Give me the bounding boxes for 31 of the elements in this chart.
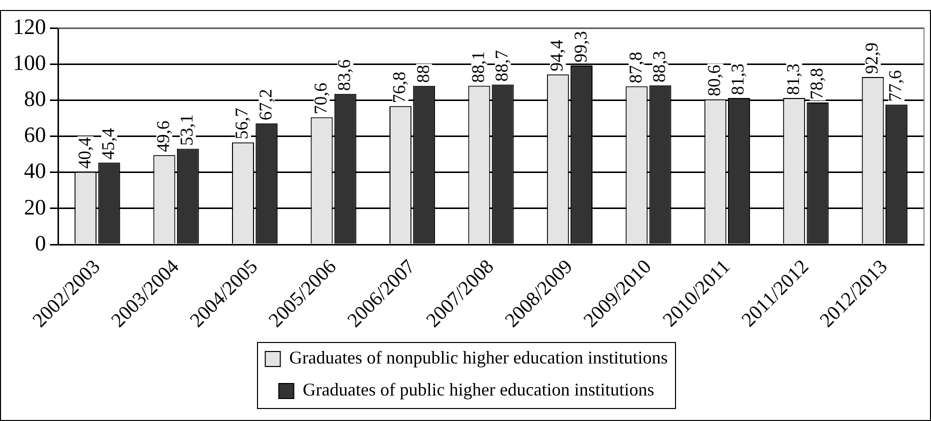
data-label: 88,3 xyxy=(649,50,669,82)
data-label: 76,8 xyxy=(389,72,410,104)
data-label: 70,6 xyxy=(310,82,330,114)
y-tick-label: 0 xyxy=(35,230,46,256)
data-label: 49,6 xyxy=(153,120,174,152)
data-label: 99,3 xyxy=(570,31,590,63)
data-label: 87,8 xyxy=(625,52,646,84)
data-label: 88 xyxy=(412,64,433,83)
data-label: 53,1 xyxy=(176,114,197,146)
data-label: 88,1 xyxy=(468,51,488,83)
data-label: 94,4 xyxy=(546,40,567,72)
y-tick-label: 20 xyxy=(24,194,46,220)
y-tick-label: 60 xyxy=(24,122,46,148)
data-label: 88,7 xyxy=(492,50,512,82)
data-label: 80,6 xyxy=(704,64,724,96)
data-label: 67,2 xyxy=(255,88,276,120)
y-tick-label: 120 xyxy=(13,14,46,39)
data-label: 81,3 xyxy=(782,63,803,95)
data-label: 81,3 xyxy=(728,63,748,95)
legend-label: Graduates of nonpublic higher education institutions xyxy=(289,348,668,368)
y-tick-label: 100 xyxy=(13,50,46,76)
data-label: 77,6 xyxy=(885,70,906,102)
data-label: 45,4 xyxy=(98,128,118,160)
legend-label: Graduates of public higher education institutions xyxy=(302,380,654,400)
data-label: 56,7 xyxy=(232,108,252,140)
data-label: 78,8 xyxy=(806,68,826,100)
data-label: 83,6 xyxy=(334,59,354,91)
data-label: 92,9 xyxy=(862,42,882,74)
data-label: 40,4 xyxy=(74,137,94,169)
y-tick-label: 80 xyxy=(24,86,46,112)
y-tick-label: 40 xyxy=(24,158,46,184)
